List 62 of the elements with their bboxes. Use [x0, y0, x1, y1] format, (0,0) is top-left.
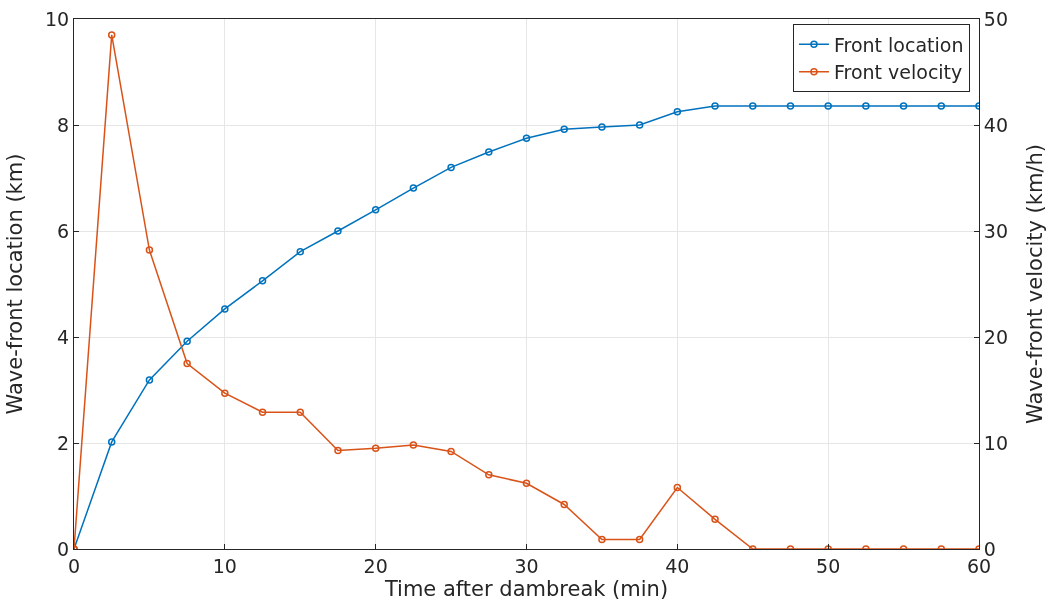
point: [145, 246, 154, 254]
x-tick-label: 10: [212, 554, 237, 577]
y-tick-label: 6: [57, 219, 70, 242]
point: [107, 31, 116, 39]
point: [635, 121, 644, 129]
y-tick-label: 8: [57, 113, 70, 136]
x-tick-label: 40: [665, 554, 690, 577]
point: [711, 515, 719, 524]
y2-tick-label: 0: [983, 537, 996, 560]
y-axis-title: Wave-front location (km): [3, 153, 27, 415]
x-tick-label: 50: [816, 554, 841, 577]
x-tick-label: 30: [514, 554, 539, 577]
y2-tick-label: 40: [983, 113, 1008, 136]
point: [560, 500, 568, 509]
point: [485, 471, 493, 479]
y2-tick-label: 30: [983, 219, 1008, 242]
y-tick-label: 0: [57, 537, 70, 560]
point: [371, 206, 380, 214]
point: [183, 359, 191, 368]
x-axis-title: Time after dambreak (min): [383, 576, 669, 601]
y-tick-label: 10: [45, 7, 70, 30]
point: [409, 184, 418, 192]
point: [334, 227, 342, 235]
point: [673, 108, 682, 116]
point: [221, 305, 229, 313]
point: [711, 102, 719, 110]
point: [258, 408, 267, 417]
point: [447, 163, 455, 172]
point: [522, 134, 531, 142]
point: [635, 535, 644, 544]
point: [296, 247, 304, 256]
point: [485, 148, 493, 156]
legend-label: Front velocity: [833, 61, 963, 84]
y2-tick-label: 10: [983, 431, 1008, 454]
point: [862, 102, 870, 110]
point: [899, 102, 908, 110]
point: [937, 102, 946, 110]
y2-axis-title: Wave-front velocity (km/h): [1022, 144, 1047, 424]
y-tick-label: 2: [57, 431, 70, 454]
y2-tick-label: 20: [983, 325, 1008, 348]
y2-tick-label: 50: [983, 7, 1008, 30]
point: [409, 441, 418, 449]
point: [183, 337, 191, 345]
point: [522, 479, 531, 488]
point: [749, 102, 757, 110]
point: [824, 102, 832, 110]
point: [560, 125, 568, 133]
point: [221, 389, 229, 397]
legend-label: Front location: [833, 33, 964, 56]
point: [673, 483, 682, 492]
point: [598, 535, 606, 544]
point: [786, 102, 795, 110]
point: [371, 444, 380, 453]
point: [145, 376, 154, 384]
point: [296, 408, 304, 417]
x-tick-label: 20: [363, 554, 388, 577]
point: [107, 438, 116, 446]
point: [334, 446, 342, 455]
y-tick-label: 4: [57, 325, 70, 348]
point: [447, 447, 455, 456]
point: [258, 277, 267, 285]
point: [598, 123, 606, 131]
